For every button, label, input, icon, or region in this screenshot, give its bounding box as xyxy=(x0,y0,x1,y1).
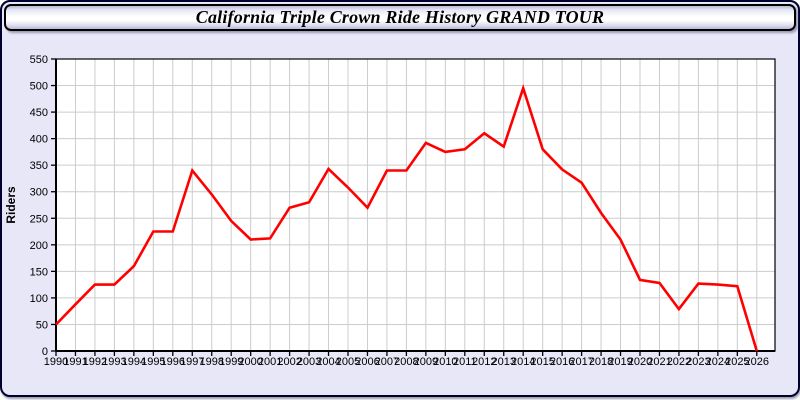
svg-text:2016: 2016 xyxy=(550,356,574,368)
svg-text:2020: 2020 xyxy=(628,356,652,368)
y-axis-title: Riders xyxy=(4,186,18,224)
svg-text:0: 0 xyxy=(42,346,48,358)
svg-text:350: 350 xyxy=(30,160,48,172)
y-tick-labels: 0 50 100 150 200 250 300 350 400 450 500 550 xyxy=(30,54,48,358)
svg-text:2024: 2024 xyxy=(706,356,730,368)
page-title: California Triple Crown Ride History GRA… xyxy=(195,7,605,27)
svg-text:2019: 2019 xyxy=(608,356,632,368)
svg-text:2013: 2013 xyxy=(491,356,515,368)
svg-text:2001: 2001 xyxy=(258,356,282,368)
svg-text:2008: 2008 xyxy=(394,356,418,368)
svg-text:400: 400 xyxy=(30,134,48,146)
svg-text:100: 100 xyxy=(30,293,48,305)
svg-text:2014: 2014 xyxy=(511,356,535,368)
svg-text:250: 250 xyxy=(30,213,48,225)
svg-text:200: 200 xyxy=(30,240,48,252)
axis-ticks xyxy=(51,58,758,356)
plot-area xyxy=(56,59,775,351)
svg-text:2017: 2017 xyxy=(569,356,593,368)
svg-text:300: 300 xyxy=(30,187,48,199)
svg-text:1998: 1998 xyxy=(199,356,223,368)
svg-text:1995: 1995 xyxy=(141,356,165,368)
svg-text:2010: 2010 xyxy=(433,356,457,368)
svg-text:2009: 2009 xyxy=(414,356,438,368)
svg-text:500: 500 xyxy=(30,81,48,93)
svg-text:1997: 1997 xyxy=(180,356,204,368)
svg-text:2023: 2023 xyxy=(686,356,710,368)
svg-text:2000: 2000 xyxy=(238,356,262,368)
svg-text:2015: 2015 xyxy=(530,356,554,368)
svg-text:2011: 2011 xyxy=(453,356,477,368)
svg-text:1994: 1994 xyxy=(122,356,146,368)
title-bar: California Triple Crown Ride History GRA… xyxy=(4,4,796,31)
svg-text:550: 550 xyxy=(30,54,48,66)
svg-text:2002: 2002 xyxy=(277,356,301,368)
svg-text:450: 450 xyxy=(30,107,48,119)
svg-text:2003: 2003 xyxy=(297,356,321,368)
svg-text:1999: 1999 xyxy=(219,356,243,368)
svg-text:2006: 2006 xyxy=(355,356,379,368)
svg-text:2012: 2012 xyxy=(472,356,496,368)
svg-text:2004: 2004 xyxy=(316,356,340,368)
svg-text:2025: 2025 xyxy=(725,356,749,368)
svg-text:2007: 2007 xyxy=(375,356,399,368)
grid xyxy=(56,59,775,351)
x-tick-labels: 1990199119921993199419951996199719981999… xyxy=(44,356,769,368)
svg-text:50: 50 xyxy=(36,319,48,331)
svg-text:2022: 2022 xyxy=(667,356,691,368)
svg-text:2021: 2021 xyxy=(647,356,671,368)
svg-text:2005: 2005 xyxy=(336,356,360,368)
svg-text:1993: 1993 xyxy=(102,356,126,368)
ride-history-line-chart: 1990199119921993199419951996199719981999… xyxy=(4,54,776,368)
svg-text:150: 150 xyxy=(30,266,48,278)
svg-text:2026: 2026 xyxy=(745,356,769,368)
svg-text:1990: 1990 xyxy=(44,356,68,368)
svg-text:1992: 1992 xyxy=(83,356,107,368)
svg-text:2018: 2018 xyxy=(589,356,613,368)
svg-text:1996: 1996 xyxy=(161,356,185,368)
svg-text:1991: 1991 xyxy=(63,356,87,368)
series-line-riders xyxy=(55,84,759,352)
